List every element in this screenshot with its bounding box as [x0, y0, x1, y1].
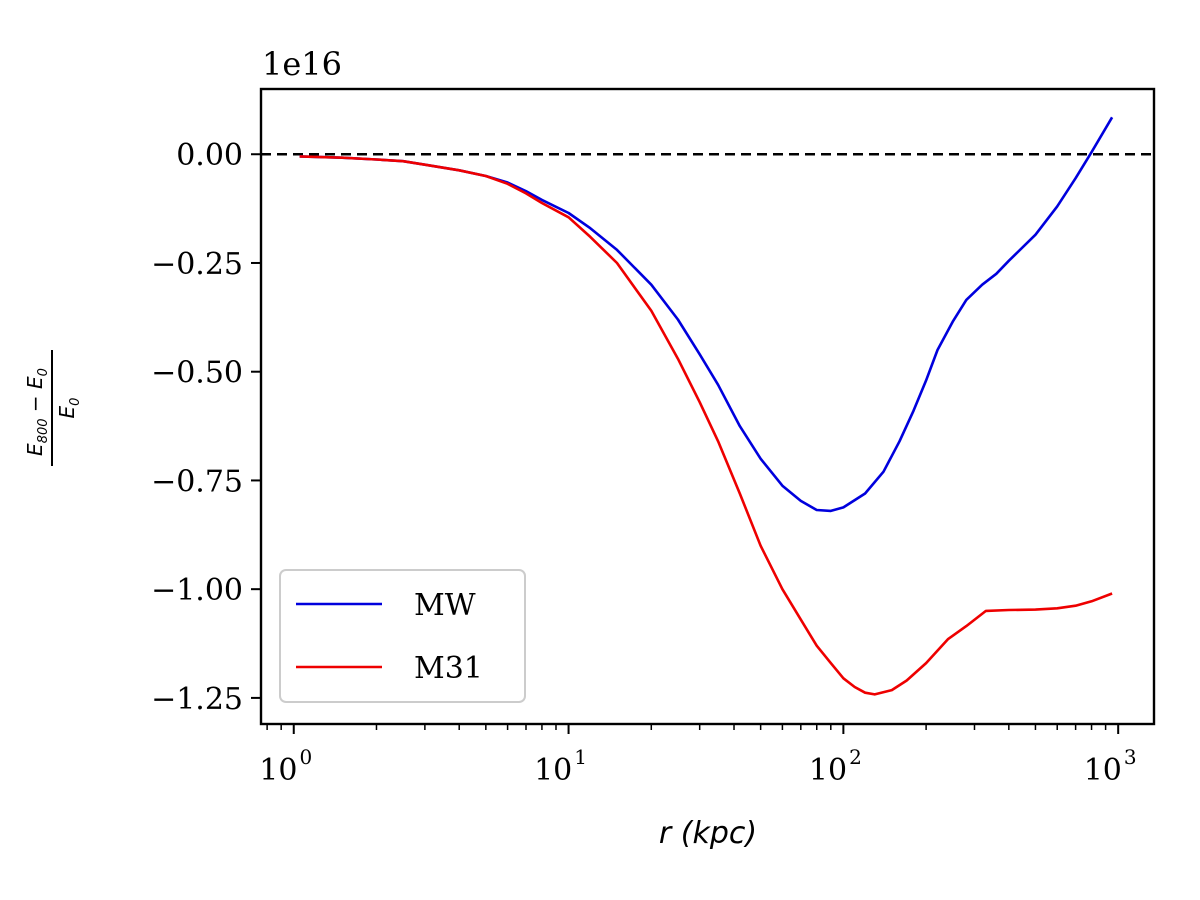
x-tick-label: 10 1	[534, 745, 587, 788]
series-line-m31	[299, 155, 1113, 696]
x-tick-label: 10 3	[1084, 745, 1137, 788]
x-tick-label: 10 2	[809, 745, 862, 788]
svg-text:E0: E0	[55, 398, 83, 419]
y-tick-label: −0.25	[151, 247, 243, 282]
y-axis-title: E800 − E0 E0	[23, 350, 83, 466]
plot-frame	[259, 87, 1156, 726]
y-tick-label: −1.25	[151, 682, 243, 717]
y-tick-label: −0.50	[151, 356, 243, 391]
legend-label-mw: MW	[414, 588, 476, 623]
legend-box	[279, 569, 526, 703]
series-line-mw	[299, 116, 1114, 513]
legend-label-m31: M31	[414, 651, 483, 686]
y-tick-label: −0.75	[151, 464, 243, 499]
x-tick-label: 10 0	[259, 745, 312, 788]
legend: MW M31	[279, 569, 526, 703]
x-axis-title: r (kpc)	[659, 816, 757, 851]
series-layer	[299, 116, 1114, 696]
svg-text:r (kpc): r (kpc)	[659, 816, 757, 851]
svg-text:E800 − E0: E800 − E0	[23, 368, 51, 456]
y-tick-label: 0.00	[176, 138, 243, 173]
y-tick-label: −1.00	[151, 573, 243, 608]
y-offset-label: 1e16	[262, 45, 342, 83]
